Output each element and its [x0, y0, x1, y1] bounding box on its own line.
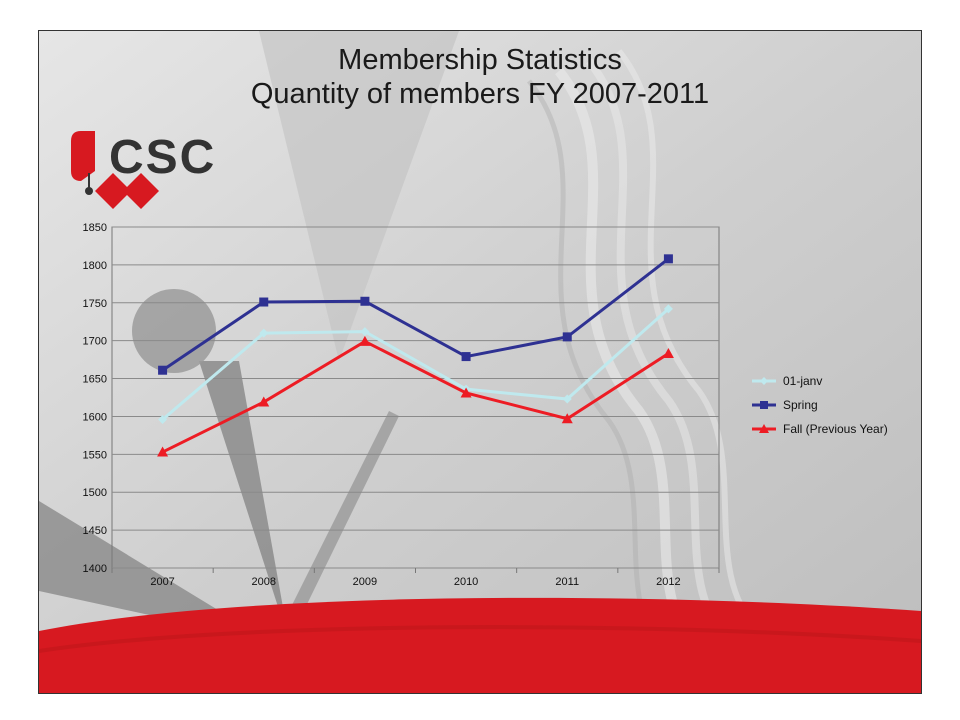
x-tick-label: 2009 [353, 576, 377, 588]
y-tick-label: 1800 [83, 260, 107, 272]
csc-logo-mark [71, 131, 159, 209]
series-line-spring [161, 257, 670, 372]
data-point-spring [259, 297, 269, 307]
y-tick-label: 1850 [83, 222, 107, 234]
data-point-01-janv [663, 304, 673, 314]
legend-marker-01-janv [760, 377, 768, 385]
title-line-2: Quantity of members FY 2007-2011 [250, 78, 710, 110]
csc-logo: CSC [71, 131, 216, 209]
y-tick-label: 1600 [83, 411, 107, 423]
y-tick-label: 1450 [83, 525, 107, 537]
chart-legend: 01-janv Spring Fall (Previous Year) [752, 374, 888, 436]
data-point-fall-previous-year [157, 446, 169, 457]
legend-label-spring: Spring [783, 398, 818, 412]
data-point-spring [360, 296, 370, 306]
series-line-fall-previous-year [161, 339, 670, 454]
y-tick-label: 1400 [83, 563, 107, 575]
legend-label-fall-previous-year: Fall (Previous Year) [783, 422, 888, 436]
slide: Membership Statistics Quantity of member… [38, 30, 922, 694]
data-point-spring [562, 332, 572, 342]
data-point-spring [461, 352, 471, 362]
plot-area [111, 226, 720, 569]
x-axis-ticks: 2007 2008 2009 2010 2011 2012 [150, 576, 680, 588]
data-point-fall-previous-year [258, 396, 270, 407]
slide-title: Membership Statistics Quantity of member… [39, 43, 921, 111]
x-tick-label: 2008 [252, 576, 276, 588]
data-point-fall-previous-year [359, 335, 371, 346]
y-tick-label: 1550 [83, 449, 107, 461]
data-point-01-janv [360, 327, 370, 337]
y-tick-label: 1750 [83, 298, 107, 310]
chart-series [157, 254, 674, 457]
x-tick-label: 2010 [454, 576, 478, 588]
line-chart: 1400 1450 1500 1550 1600 1650 1700 1750 1800 1850… [83, 222, 888, 588]
x-tick-label: 2007 [150, 576, 174, 588]
data-point-spring [663, 254, 673, 264]
y-tick-label: 1700 [83, 336, 107, 348]
data-point-spring [158, 365, 168, 375]
chart-grid [111, 226, 720, 573]
data-point-01-janv [562, 394, 572, 404]
legend-marker-spring [760, 401, 768, 409]
background-artwork [39, 31, 921, 693]
y-tick-label: 1650 [83, 374, 107, 386]
y-axis-ticks: 1400 1450 1500 1550 1600 1650 1700 1750 1800 1850 [83, 222, 107, 575]
x-tick-label: 2012 [656, 576, 680, 588]
x-tick-label: 2011 [555, 576, 579, 588]
title-line-1: Membership Statistics [338, 44, 622, 76]
series-line-01-janv [161, 307, 670, 421]
data-point-01-janv [259, 328, 269, 338]
data-point-01-janv [158, 414, 168, 424]
data-point-fall-previous-year [460, 387, 472, 398]
data-point-fall-previous-year [662, 348, 674, 359]
legend-label-01-janv: 01-janv [783, 374, 822, 388]
csc-logo-text: CSC [109, 131, 216, 184]
legend-marker-fall-previous-year [759, 424, 769, 433]
y-tick-label: 1500 [83, 487, 107, 499]
data-point-fall-previous-year [561, 413, 573, 424]
